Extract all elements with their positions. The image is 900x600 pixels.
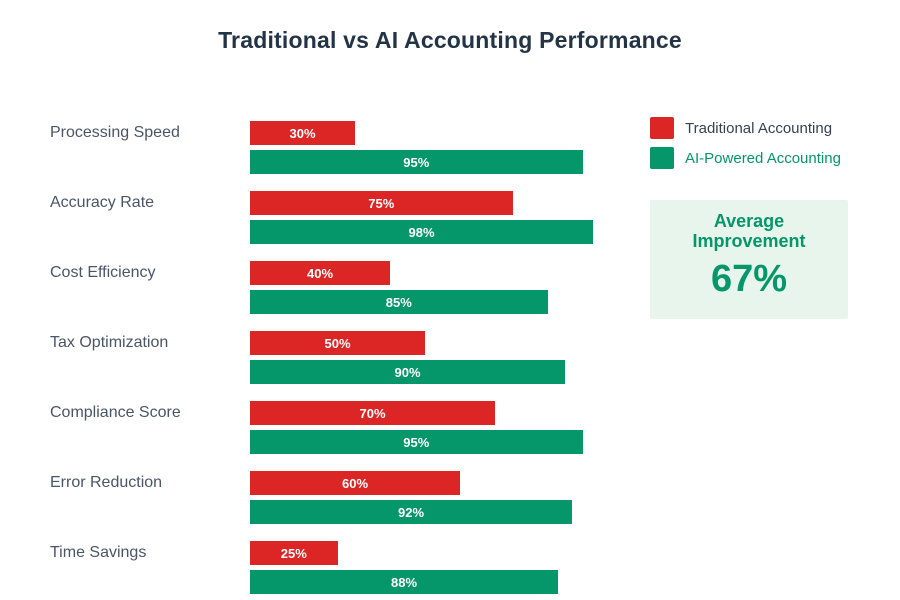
bar-value-label: 25% (280, 545, 307, 561)
bar-value-label: 90% (394, 364, 421, 380)
category-label: Tax Optimization (50, 333, 169, 351)
category-label: Error Reduction (50, 473, 163, 491)
bar-value-label: 60% (341, 475, 369, 491)
bar-traditional: 60% (250, 471, 460, 495)
bar-value-label: 70% (359, 405, 386, 421)
legend-swatch-ai-icon (650, 147, 674, 169)
bar-traditional: 40% (250, 261, 390, 285)
category-label: Cost Efficiency (50, 263, 156, 281)
bar-traditional: 75% (250, 191, 513, 215)
bar-traditional: 50% (250, 331, 425, 355)
chart-row-error-reduction: Error Reduction 60% 92% (0, 470, 640, 540)
category-label: Time Savings (50, 543, 147, 561)
category-label: Compliance Score (50, 403, 181, 421)
legend-item-traditional[interactable]: Traditional Accounting (650, 117, 841, 139)
bar-ai: 85% (250, 290, 548, 314)
summary-value: 67% (710, 258, 788, 300)
bar-value-label: 30% (289, 125, 316, 141)
bar-ai: 90% (250, 360, 565, 384)
bar-chart: Processing Speed 30% 95% Accuracy Rate 7… (0, 120, 640, 600)
bar-value-label: 95% (403, 434, 430, 450)
chart-row-cost-efficiency: Cost Efficiency 40% 85% (0, 260, 640, 330)
chart-row-tax-optimization: Tax Optimization 50% 90% (0, 330, 640, 400)
legend-label: Traditional Accounting (685, 119, 833, 137)
bar-value-label: 98% (408, 224, 435, 240)
legend: Traditional Accounting AI-Powered Accoun… (650, 117, 841, 169)
bar-ai: 98% (250, 220, 593, 244)
bar-value-label: 85% (385, 294, 412, 310)
bar-ai: 88% (250, 570, 558, 594)
chart-row-processing-speed: Processing Speed 30% 95% (0, 120, 640, 190)
bar-value-label: 95% (403, 154, 430, 170)
summary-label: Average Improvement (692, 211, 806, 251)
chart-row-time-savings: Time Savings 25% 88% (0, 540, 640, 600)
average-improvement-card: Average Improvement 67% (650, 200, 848, 319)
bar-value-label: 75% (368, 195, 395, 211)
bar-ai: 95% (250, 150, 583, 174)
category-label: Accuracy Rate (50, 193, 155, 211)
bar-traditional: 70% (250, 401, 495, 425)
category-label: Processing Speed (50, 123, 180, 141)
chart-title: Traditional vs AI Accounting Performance (218, 27, 682, 53)
bar-traditional: 25% (250, 541, 338, 565)
legend-label: AI-Powered Accounting (685, 149, 841, 167)
bar-ai: 95% (250, 430, 583, 454)
bar-value-label: 92% (397, 504, 425, 520)
legend-item-ai[interactable]: AI-Powered Accounting (650, 147, 841, 169)
chart-row-compliance-score: Compliance Score 70% 95% (0, 400, 640, 470)
chart-row-accuracy-rate: Accuracy Rate 75% 98% (0, 190, 640, 260)
bar-value-label: 50% (324, 335, 351, 351)
bar-ai: 92% (250, 500, 572, 524)
bar-value-label: 88% (390, 574, 418, 590)
legend-swatch-traditional-icon (650, 117, 674, 139)
bar-traditional: 30% (250, 121, 355, 145)
bar-value-label: 40% (306, 265, 334, 281)
